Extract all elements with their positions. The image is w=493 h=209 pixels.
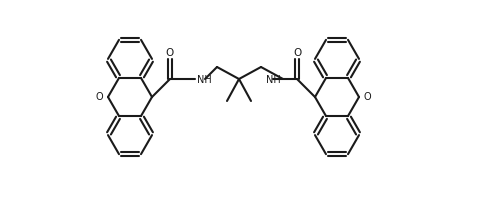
- Text: NH: NH: [197, 75, 212, 85]
- Text: O: O: [293, 48, 301, 58]
- Text: O: O: [364, 92, 372, 102]
- Text: O: O: [95, 92, 103, 102]
- Text: NH: NH: [266, 75, 281, 85]
- Text: O: O: [166, 48, 174, 58]
